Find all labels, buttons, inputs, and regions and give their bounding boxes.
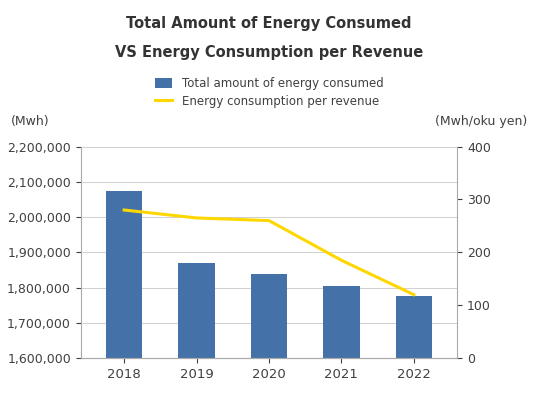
Text: (Mwh/oku yen): (Mwh/oku yen) (435, 115, 527, 128)
Text: VS Energy Consumption per Revenue: VS Energy Consumption per Revenue (115, 45, 423, 60)
Bar (106, 190, 142, 407)
Text: (Mwh): (Mwh) (11, 115, 49, 128)
Legend: Total amount of energy consumed, Energy consumption per revenue: Total amount of energy consumed, Energy … (152, 75, 386, 110)
Bar (323, 286, 359, 407)
Bar (179, 263, 215, 407)
Text: Total Amount of Energy Consumed: Total Amount of Energy Consumed (126, 16, 412, 31)
Bar (396, 296, 432, 407)
Bar (251, 274, 287, 407)
